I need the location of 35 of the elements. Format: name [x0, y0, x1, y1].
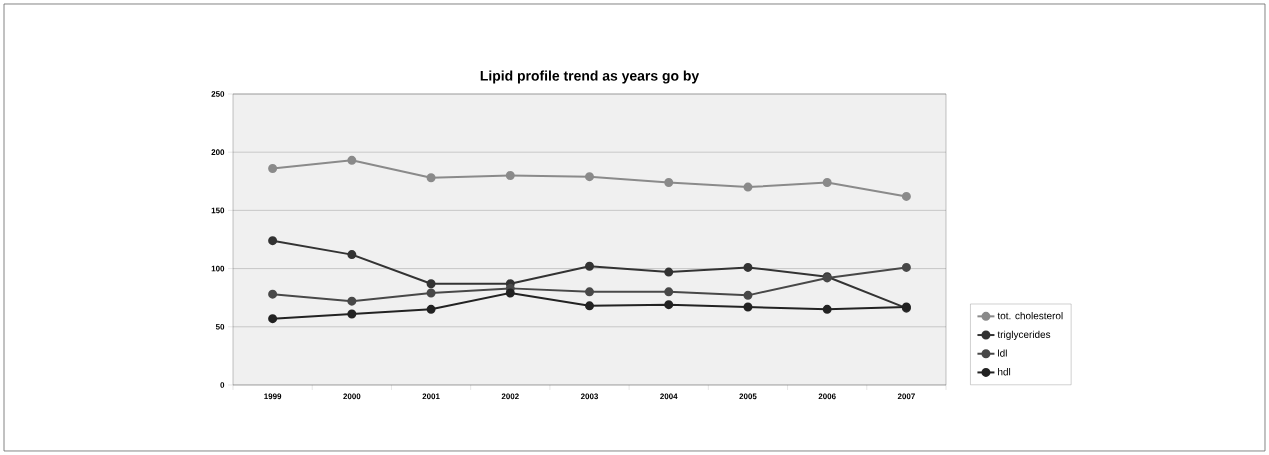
point — [585, 301, 595, 311]
point — [347, 296, 357, 306]
point — [743, 262, 753, 272]
point — [743, 182, 753, 192]
legend-label: triglycerides — [997, 330, 1051, 340]
legend-label: ldl — [998, 349, 1007, 357]
point — [426, 279, 436, 289]
point — [268, 163, 278, 173]
chart-title: Lipid profile trend as years go by — [480, 70, 700, 84]
point — [901, 262, 911, 272]
point — [505, 288, 515, 298]
point — [585, 261, 595, 271]
point — [822, 304, 832, 314]
point — [664, 267, 674, 277]
point — [268, 236, 278, 246]
point — [585, 287, 595, 297]
legend-label: hdl — [998, 368, 1011, 376]
point — [347, 250, 357, 260]
point — [822, 177, 832, 187]
legend-label: tot. cholesterol — [997, 311, 1063, 320]
point — [505, 170, 515, 180]
point — [268, 289, 278, 299]
point — [743, 302, 753, 312]
point — [901, 191, 911, 201]
point — [268, 314, 278, 324]
point — [743, 290, 753, 300]
point — [347, 309, 357, 319]
point — [426, 288, 436, 298]
point — [347, 155, 357, 165]
point — [426, 304, 436, 314]
point — [426, 173, 436, 183]
point — [585, 172, 595, 182]
point — [664, 287, 674, 297]
point — [664, 177, 674, 187]
point — [664, 300, 674, 310]
